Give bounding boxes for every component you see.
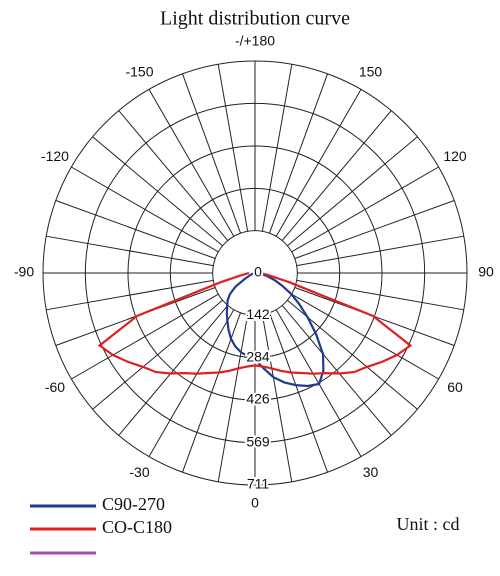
- theta-tick-label: 120: [443, 148, 467, 164]
- theta-tick-label: 0: [251, 495, 259, 511]
- theta-tick-label: 150: [359, 64, 383, 80]
- grid-circle: [212, 230, 298, 316]
- r-tick-label: 142: [246, 306, 270, 322]
- theta-tick-label: 30: [363, 464, 379, 480]
- chart-title: Light distribution curve: [160, 8, 350, 30]
- r-tick-label: 711: [247, 476, 270, 492]
- r-tick-label: 0: [254, 264, 262, 280]
- theta-tick-label: -60: [45, 379, 65, 395]
- r-tick-label: 426: [246, 391, 270, 407]
- series-line: [225, 271, 325, 388]
- r-tick-label: 284: [246, 348, 270, 364]
- theta-tick-label: -90: [14, 264, 34, 280]
- theta-tick-label: -30: [129, 464, 149, 480]
- grid-circle: [127, 145, 383, 401]
- legend-label: C90-270: [102, 494, 165, 514]
- grid-circle: [169, 187, 341, 359]
- unit-label: Unit : cd: [397, 514, 460, 534]
- theta-tick-label: -150: [125, 64, 153, 80]
- legend-label: CO-C180: [102, 517, 172, 537]
- theta-tick-label: 90: [478, 264, 494, 280]
- theta-tick-label: -120: [41, 148, 69, 164]
- theta-tick-label: -/+180: [235, 33, 275, 49]
- series-line: [97, 271, 413, 375]
- theta-tick-label: 60: [447, 379, 463, 395]
- grid-circle: [42, 60, 468, 486]
- r-tick-label: 569: [246, 433, 270, 449]
- grid-circle: [84, 102, 426, 444]
